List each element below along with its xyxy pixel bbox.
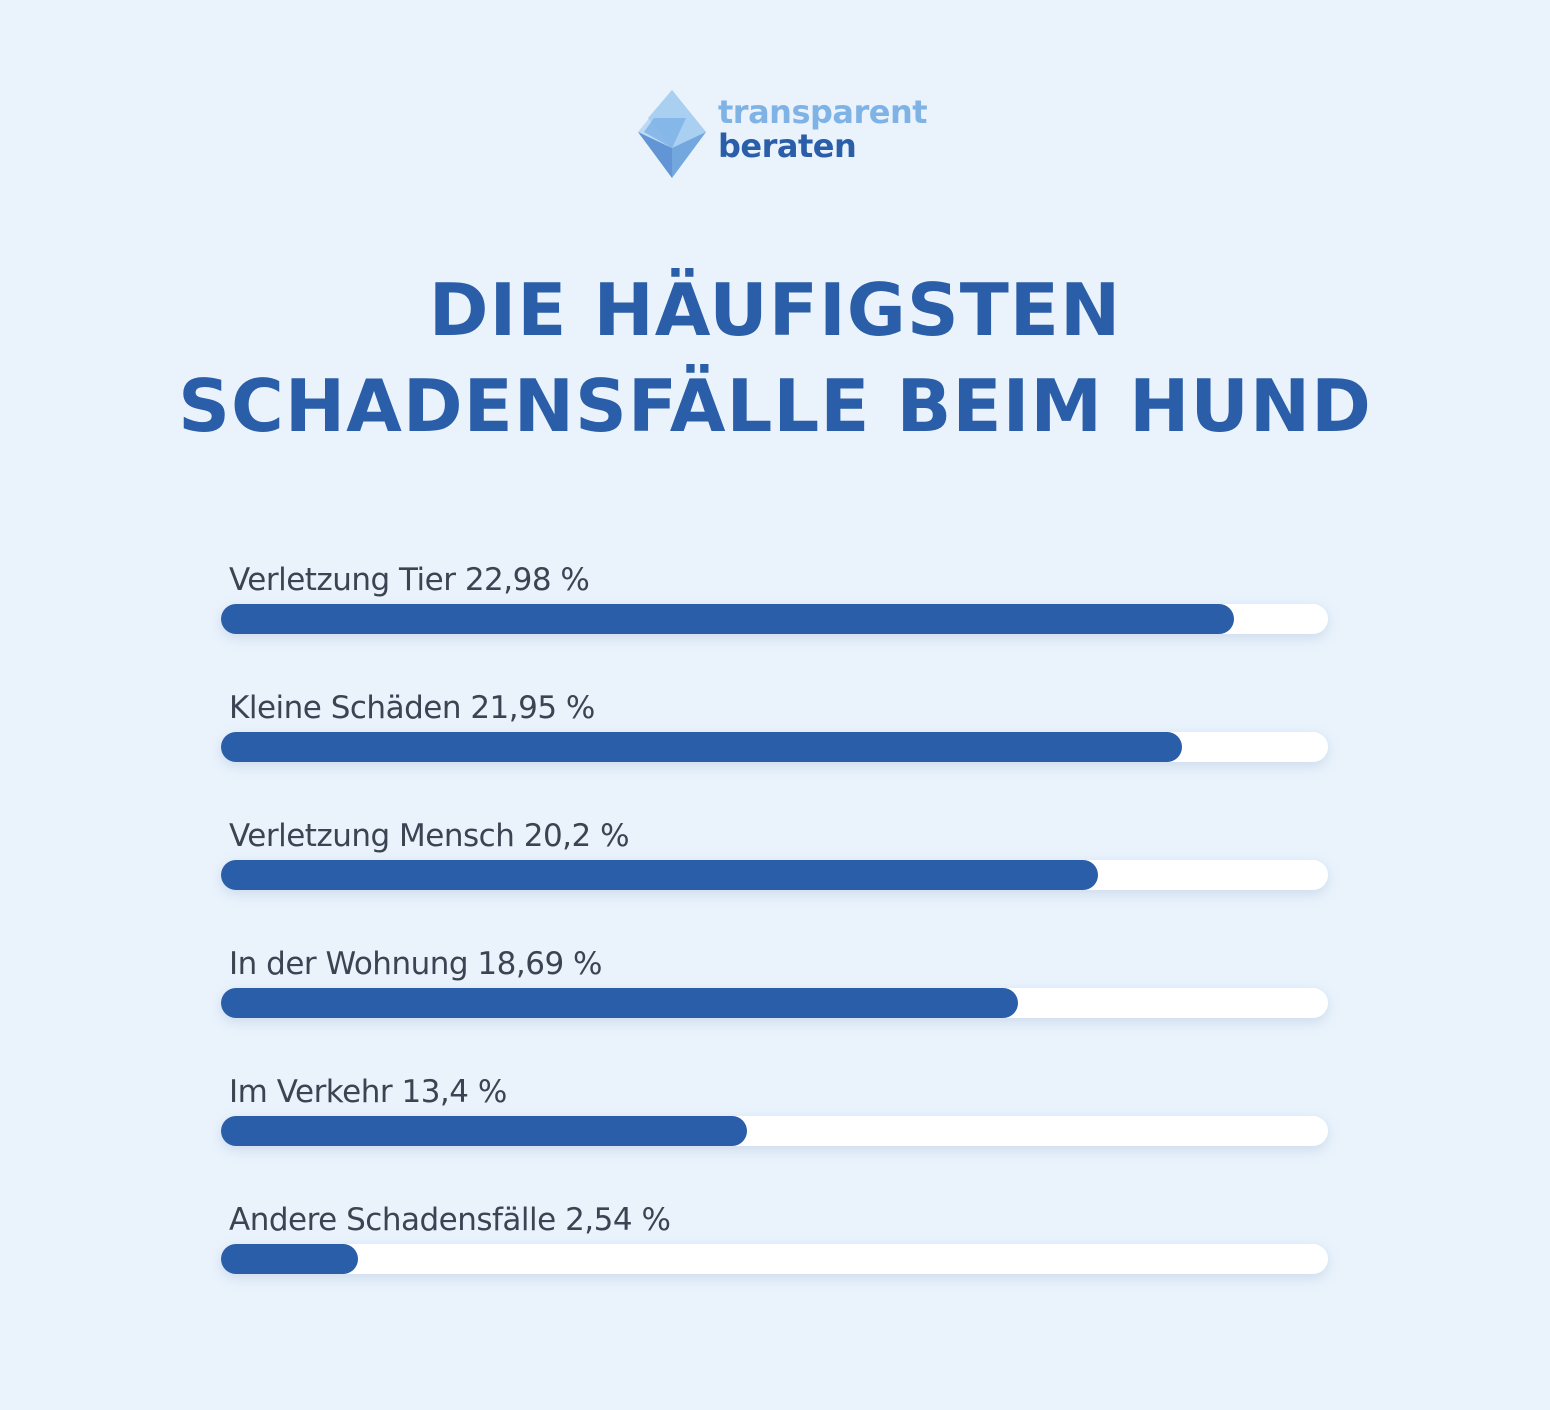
bar-track	[221, 1244, 1328, 1274]
chart-title-line2: SCHADENSFÄLLE BEIM HUND	[178, 364, 1372, 448]
bar-track	[221, 1116, 1328, 1146]
chart-title: DIE HÄUFIGSTEN SCHADENSFÄLLE BEIM HUND	[0, 262, 1550, 454]
bar-fill	[221, 988, 1018, 1018]
bar-label: In der Wohnung 18,69 %	[229, 946, 602, 982]
bar-fill	[221, 732, 1182, 762]
bar-row: In der Wohnung 18,69 %	[221, 944, 1328, 1072]
bar-label: Verletzung Mensch 20,2 %	[229, 818, 630, 854]
diamond-logo-icon	[638, 90, 706, 178]
bar-track	[221, 860, 1328, 890]
chart-title-line1: DIE HÄUFIGSTEN	[428, 268, 1122, 352]
bar-fill	[221, 860, 1098, 890]
bar-track	[221, 604, 1328, 634]
bar-fill	[221, 1116, 747, 1146]
bar-track	[221, 732, 1328, 762]
bar-row: Verletzung Mensch 20,2 %	[221, 816, 1328, 944]
bar-label: Verletzung Tier 22,98 %	[229, 562, 590, 598]
bar-label: Kleine Schäden 21,95 %	[229, 690, 595, 726]
logo-wordmark-line1: transparent	[718, 93, 928, 131]
bar-row: Im Verkehr 13,4 %	[221, 1072, 1328, 1200]
bar-fill	[221, 1244, 358, 1274]
brand-logo: transparent beraten	[634, 88, 934, 184]
bar-chart: Verletzung Tier 22,98 % Kleine Schäden 21…	[221, 560, 1328, 1328]
bar-fill	[221, 604, 1234, 634]
bar-label: Andere Schadensfälle 2,54 %	[229, 1202, 671, 1238]
bar-row: Verletzung Tier 22,98 %	[221, 560, 1328, 688]
bar-row: Andere Schadensfälle 2,54 %	[221, 1200, 1328, 1328]
logo-wordmark-line2: beraten	[718, 127, 857, 165]
bar-track	[221, 988, 1328, 1018]
bar-label: Im Verkehr 13,4 %	[229, 1074, 507, 1110]
bar-row: Kleine Schäden 21,95 %	[221, 688, 1328, 816]
